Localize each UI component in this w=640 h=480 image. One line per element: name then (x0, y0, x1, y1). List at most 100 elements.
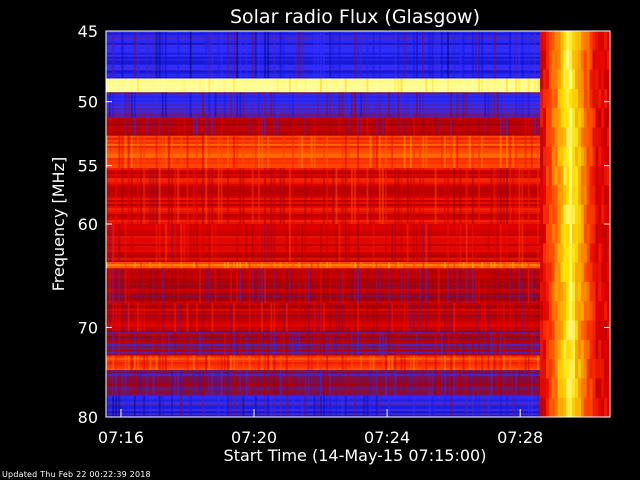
band-streak (366, 92, 369, 118)
band-streak (310, 370, 313, 396)
band-streak (425, 78, 428, 93)
band-streak (285, 370, 288, 396)
burst-cell (595, 88, 599, 109)
band-streak (323, 268, 325, 304)
burst-cell (598, 69, 602, 90)
band-streak (372, 355, 375, 371)
burst-cell (589, 185, 593, 205)
band-streak (419, 268, 422, 304)
burst-cell (554, 127, 558, 148)
band-streak (409, 355, 412, 371)
band-streak (434, 332, 437, 356)
band-streak (394, 370, 397, 396)
band-streak (428, 395, 431, 417)
burst-cell (572, 320, 576, 341)
band-streak (372, 262, 375, 269)
band-streak (537, 78, 539, 93)
band-streak (298, 92, 301, 118)
band-streak (208, 168, 211, 224)
burst-cell (569, 359, 573, 379)
band-row (106, 80, 541, 83)
band-streak (533, 117, 536, 136)
band-streak (400, 92, 403, 118)
band-streak (195, 168, 198, 224)
band-streak (323, 303, 325, 333)
band-streak (183, 224, 186, 263)
band-streak (279, 332, 282, 356)
band-streak (378, 332, 381, 356)
band-streak (161, 303, 164, 333)
band-streak (270, 332, 273, 356)
band-streak (282, 268, 285, 304)
y-tick-label: 70 (78, 318, 98, 337)
band-streak (381, 117, 384, 136)
band-row (106, 84, 541, 87)
band-streak (521, 262, 524, 269)
band-streak (419, 370, 422, 396)
band-row (106, 88, 541, 91)
band-streak (453, 262, 456, 269)
burst-cell (563, 397, 567, 418)
band-streak (130, 268, 133, 304)
band-streak (347, 268, 350, 304)
band-streak (459, 31, 462, 79)
burst-cell (557, 185, 561, 205)
band-streak (127, 395, 130, 417)
frequency-band (106, 31, 541, 79)
burst-cell (566, 127, 570, 148)
burst-cell (543, 378, 547, 398)
burst-cell (566, 204, 570, 225)
band-streak (533, 78, 536, 93)
band-streak (282, 135, 285, 169)
band-streak (279, 168, 282, 224)
band-streak (487, 303, 490, 333)
burst-cell (604, 185, 608, 205)
band-streak (366, 117, 369, 136)
band-streak (202, 332, 204, 356)
burst-cell (575, 146, 579, 167)
band-streak (295, 332, 298, 356)
band-streak (192, 117, 195, 136)
band-streak (115, 355, 118, 371)
band-streak (397, 168, 400, 224)
band-streak (381, 355, 384, 371)
band-streak (298, 31, 301, 79)
band-streak (419, 224, 422, 263)
band-streak (149, 168, 152, 224)
band-streak (158, 395, 161, 417)
burst-cell (589, 69, 593, 90)
band-streak (499, 303, 502, 333)
band-streak (223, 78, 226, 93)
burst-cell (560, 320, 564, 341)
band-streak (230, 92, 232, 118)
burst-cell (540, 108, 544, 128)
band-streak (304, 303, 307, 333)
band-streak (220, 135, 223, 169)
burst-cell (577, 108, 582, 128)
band-streak (171, 370, 173, 396)
band-streak (233, 332, 235, 356)
band-streak (527, 117, 530, 136)
band-streak (375, 370, 378, 396)
band-streak (484, 355, 487, 371)
band-streak (397, 332, 400, 356)
burst-cell (563, 108, 567, 128)
burst-cell (560, 262, 564, 283)
band-streak (319, 355, 322, 371)
burst-cell (548, 166, 553, 186)
burst-cell (598, 243, 602, 263)
burst-cell (548, 31, 553, 51)
band-streak (462, 78, 465, 93)
band-streak (499, 224, 502, 263)
band-streak (257, 355, 260, 371)
burst-cell (545, 88, 550, 109)
band-streak (192, 262, 195, 269)
band-streak (130, 135, 133, 169)
band-streak (409, 92, 412, 118)
band-streak (388, 262, 391, 269)
band-streak (226, 78, 229, 93)
burst-cell (577, 31, 582, 51)
burst-cell (569, 320, 573, 341)
band-streak (509, 268, 511, 304)
band-streak (484, 395, 487, 417)
